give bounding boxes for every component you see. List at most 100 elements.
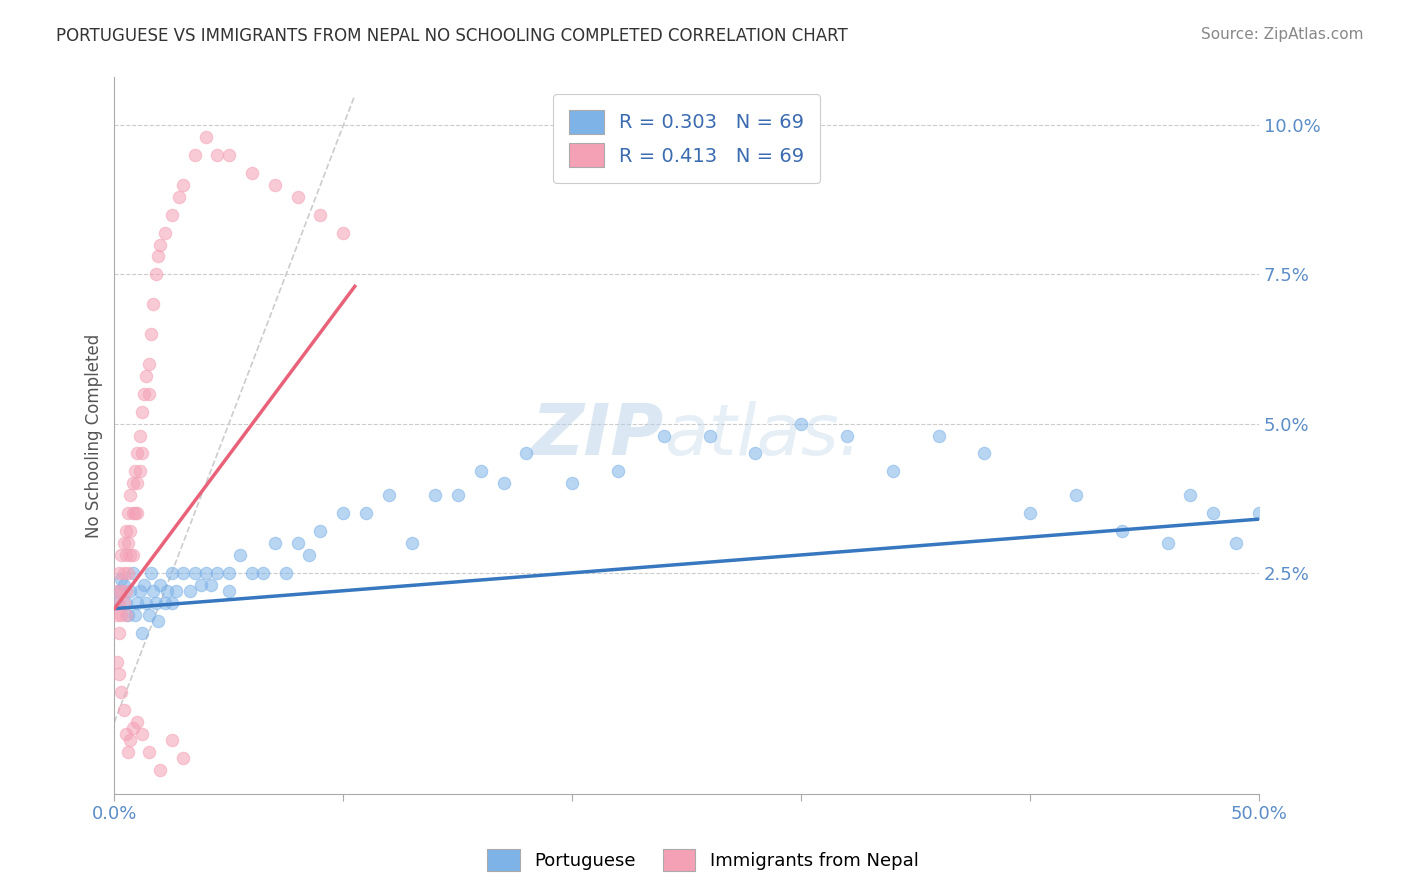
Point bbox=[124, 464, 146, 478]
Point bbox=[131, 405, 153, 419]
Point bbox=[240, 166, 263, 180]
Point bbox=[145, 268, 167, 282]
Point bbox=[744, 446, 766, 460]
Point bbox=[1064, 488, 1087, 502]
Point bbox=[120, 488, 142, 502]
Point bbox=[128, 583, 150, 598]
Point bbox=[112, 566, 135, 580]
Point bbox=[172, 751, 194, 765]
Point bbox=[115, 548, 138, 562]
Point bbox=[332, 506, 354, 520]
Point bbox=[121, 566, 143, 580]
Point bbox=[138, 357, 160, 371]
Point bbox=[124, 506, 146, 520]
Point bbox=[110, 607, 132, 622]
Point bbox=[561, 476, 583, 491]
Point bbox=[218, 566, 240, 580]
Point bbox=[298, 548, 321, 562]
Point bbox=[240, 566, 263, 580]
Point bbox=[229, 548, 252, 562]
Point bbox=[117, 745, 139, 759]
Point bbox=[699, 428, 721, 442]
Legend: Portuguese, Immigrants from Nepal: Portuguese, Immigrants from Nepal bbox=[479, 842, 927, 879]
Point bbox=[218, 148, 240, 162]
Point bbox=[423, 488, 446, 502]
Text: atlas.: atlas. bbox=[664, 401, 862, 470]
Point bbox=[1111, 524, 1133, 538]
Point bbox=[135, 368, 157, 383]
Point bbox=[120, 548, 142, 562]
Point bbox=[110, 583, 132, 598]
Point bbox=[127, 506, 149, 520]
Point bbox=[153, 596, 176, 610]
Point bbox=[108, 667, 131, 681]
Point bbox=[131, 727, 153, 741]
Point bbox=[167, 190, 190, 204]
Text: ZIP: ZIP bbox=[531, 401, 664, 470]
Point bbox=[156, 583, 179, 598]
Point bbox=[131, 446, 153, 460]
Point bbox=[127, 476, 149, 491]
Point bbox=[195, 566, 218, 580]
Point bbox=[973, 446, 995, 460]
Text: Source: ZipAtlas.com: Source: ZipAtlas.com bbox=[1201, 27, 1364, 42]
Point bbox=[401, 536, 423, 550]
Point bbox=[134, 578, 156, 592]
Point bbox=[115, 583, 138, 598]
Point bbox=[263, 536, 285, 550]
Point bbox=[127, 596, 149, 610]
Point bbox=[160, 596, 183, 610]
Point bbox=[121, 506, 143, 520]
Point bbox=[145, 596, 167, 610]
Point bbox=[160, 733, 183, 747]
Point bbox=[128, 428, 150, 442]
Point bbox=[207, 148, 229, 162]
Text: PORTUGUESE VS IMMIGRANTS FROM NEPAL NO SCHOOLING COMPLETED CORRELATION CHART: PORTUGUESE VS IMMIGRANTS FROM NEPAL NO S… bbox=[56, 27, 848, 45]
Point bbox=[332, 226, 354, 240]
Point bbox=[108, 583, 131, 598]
Point bbox=[139, 327, 162, 342]
Point bbox=[115, 596, 138, 610]
Point bbox=[1225, 536, 1247, 550]
Point bbox=[105, 607, 128, 622]
Point bbox=[112, 596, 135, 610]
Point bbox=[470, 464, 492, 478]
Point bbox=[160, 566, 183, 580]
Point bbox=[105, 583, 128, 598]
Point bbox=[515, 446, 537, 460]
Point bbox=[121, 476, 143, 491]
Point bbox=[179, 583, 201, 598]
Point bbox=[115, 727, 138, 741]
Point bbox=[172, 178, 194, 192]
Point bbox=[127, 446, 149, 460]
Point bbox=[120, 524, 142, 538]
Point bbox=[183, 566, 205, 580]
Point bbox=[607, 464, 630, 478]
Point bbox=[110, 548, 132, 562]
Point bbox=[139, 566, 162, 580]
Point bbox=[207, 566, 229, 580]
Point bbox=[115, 524, 138, 538]
Point bbox=[1019, 506, 1042, 520]
Point bbox=[492, 476, 515, 491]
Point bbox=[138, 607, 160, 622]
Point bbox=[160, 208, 183, 222]
Point bbox=[1249, 506, 1271, 520]
Point bbox=[652, 428, 675, 442]
Point bbox=[835, 428, 858, 442]
Point bbox=[287, 536, 309, 550]
Point bbox=[105, 656, 128, 670]
Point bbox=[105, 596, 128, 610]
Point bbox=[183, 148, 205, 162]
Point bbox=[1202, 506, 1225, 520]
Point bbox=[120, 583, 142, 598]
Point bbox=[274, 566, 297, 580]
Point bbox=[790, 417, 813, 431]
Point bbox=[117, 506, 139, 520]
Point bbox=[252, 566, 274, 580]
Point bbox=[218, 583, 240, 598]
Point bbox=[138, 745, 160, 759]
Point bbox=[108, 596, 131, 610]
Point bbox=[190, 578, 212, 592]
Point bbox=[117, 566, 139, 580]
